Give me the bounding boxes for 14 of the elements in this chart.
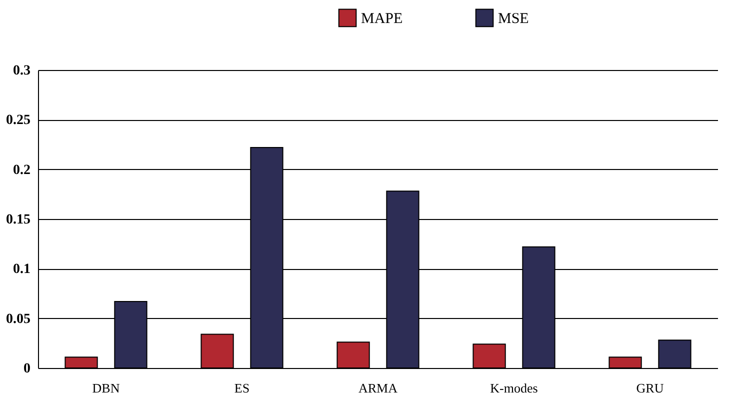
legend-label: MAPE: [361, 10, 403, 27]
y-tick-label: 0.3: [13, 64, 30, 78]
y-tick-label: 0: [24, 362, 30, 376]
x-tick-label: DBN: [92, 380, 120, 396]
x-tick-label: K-modes: [490, 380, 538, 396]
x-tick-label: GRU: [636, 380, 664, 396]
y-tick-label: 0.05: [6, 312, 30, 327]
x-tick-label: ARMA: [358, 380, 398, 396]
legend-label: MSE: [498, 10, 529, 27]
x-tick-label: ES: [234, 380, 250, 396]
y-tick-label: 0.15: [6, 212, 30, 228]
y-tick-label: 0.2: [13, 162, 30, 178]
y-tick-label: 0.1: [13, 262, 30, 278]
y-tick-label: 0.25: [6, 113, 30, 128]
